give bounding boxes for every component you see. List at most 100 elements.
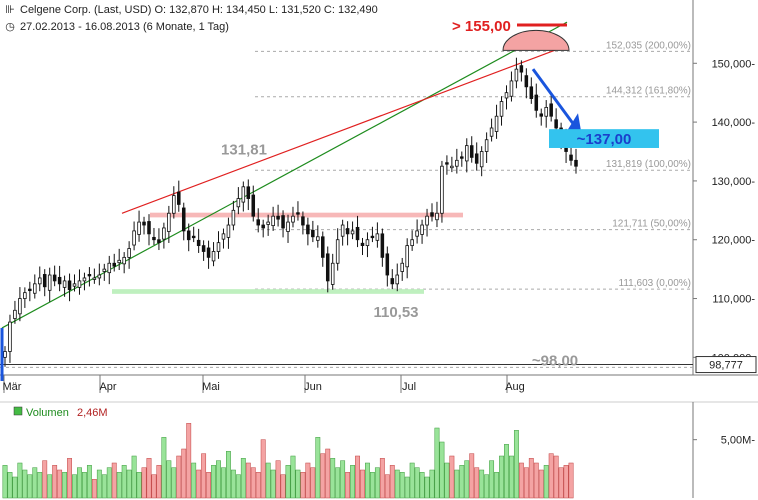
clock-icon: ◷: [5, 21, 15, 33]
volume-bar: [479, 469, 485, 499]
candle-body: [52, 274, 57, 282]
volume-bar: [171, 467, 177, 499]
candle-body: [435, 212, 439, 221]
fib-level-label: 111,603 (0,00%): [619, 278, 691, 289]
volume-bar: [240, 458, 246, 499]
volume-bar: [280, 474, 286, 499]
candle-body: [87, 274, 92, 277]
candle-body: [370, 235, 375, 239]
volume-bar: [459, 465, 465, 499]
target-mid-label: ~137,00: [577, 131, 632, 148]
x-tick-label: Aug: [505, 381, 525, 393]
volume-bars: [2, 423, 574, 499]
resistance-zone: [150, 212, 463, 218]
candle-body: [345, 228, 350, 235]
volume-bar: [350, 465, 355, 499]
x-tick-label: Jul: [402, 381, 416, 393]
candle-body: [82, 277, 87, 282]
volume-bar: [52, 465, 58, 499]
candle-body: [415, 230, 419, 237]
volume-bar: [101, 474, 107, 499]
candle-body: [350, 230, 355, 235]
candle-body: [206, 247, 211, 258]
volume-bar: [221, 467, 226, 499]
candle-body: [276, 215, 280, 220]
volume-bar: [384, 474, 390, 499]
target-mid-box: [549, 129, 659, 148]
candle-body: [450, 165, 454, 169]
candle-body: [390, 278, 395, 285]
candle-body: [484, 139, 489, 152]
volume-bar: [22, 469, 28, 499]
candle-body: [241, 186, 246, 203]
volume-bar: [17, 462, 23, 499]
candle-body: [504, 92, 509, 99]
volume-bar: [67, 458, 72, 499]
candle-body: [271, 215, 275, 227]
volume-bar: [156, 465, 162, 499]
x-tick-label: Mai: [202, 381, 220, 393]
last-price-label: 98,777: [709, 360, 743, 372]
candle-body: [77, 280, 82, 288]
candle-body: [375, 233, 380, 241]
candle-body: [529, 86, 534, 99]
volume-bar: [27, 474, 33, 499]
fib-level-label: 131,819 (100,00%): [606, 159, 691, 170]
volume-legend-swatch: [13, 406, 23, 416]
volume-bar: [518, 462, 524, 499]
volume-bar: [374, 467, 380, 499]
candle-body: [28, 288, 32, 292]
candle-body: [365, 239, 370, 247]
candle-body: [474, 153, 479, 164]
candle-body: [410, 239, 414, 247]
volume-bar: [191, 462, 197, 499]
candle-body: [231, 209, 236, 226]
candle-body: [23, 292, 27, 299]
period-text: 27.02.2013 - 16.08.2013 (6 Monate, 1 Tag…: [20, 21, 229, 33]
candle-body: [47, 274, 52, 291]
candle-body: [316, 236, 320, 241]
candle-body: [519, 65, 524, 73]
volume-bar: [62, 472, 68, 499]
candle-body: [122, 256, 126, 265]
candle-body: [127, 248, 131, 258]
candle-body: [464, 145, 469, 162]
volume-bar: [360, 469, 365, 499]
candle-body: [440, 165, 444, 214]
instrument-header: ⊪ Celgene Corp. (Last, USD) O: 132,870 H:…: [4, 3, 378, 16]
candle-body: [534, 94, 539, 111]
candle-body: [137, 221, 141, 235]
volume-bar: [484, 474, 490, 499]
y-tick-label: 130,000-: [712, 176, 756, 188]
y-tick-label: 120,000-: [712, 235, 756, 247]
candle-body: [330, 262, 335, 285]
volume-bar: [181, 448, 187, 499]
volume-bar: [126, 469, 132, 499]
candle-body: [62, 280, 67, 288]
candle-body: [162, 227, 166, 240]
trough-value-label: 110,53: [373, 304, 418, 321]
candle-body: [251, 194, 256, 217]
candle-body: [177, 191, 181, 205]
volume-bar: [389, 465, 395, 499]
volume-bar: [211, 465, 216, 499]
candle-body: [489, 127, 494, 137]
fib-level-label: 152,035 (200,00%): [606, 40, 691, 51]
candle-body: [420, 224, 424, 235]
volume-bar: [474, 467, 480, 499]
volume-bar: [424, 476, 430, 499]
volume-bar: [230, 469, 236, 499]
candle-body: [325, 253, 330, 282]
candle-body: [499, 101, 504, 117]
candle-body: [460, 156, 464, 159]
candle-body: [494, 115, 499, 132]
volume-bar: [533, 462, 539, 499]
candle-body: [311, 229, 315, 238]
last-price-box: [695, 356, 757, 374]
candle-body: [152, 236, 156, 241]
volume-bar: [186, 423, 192, 499]
candle-body: [142, 221, 146, 226]
volume-bar: [86, 465, 92, 499]
volume-bar: [489, 460, 495, 499]
candle-body: [157, 239, 161, 244]
